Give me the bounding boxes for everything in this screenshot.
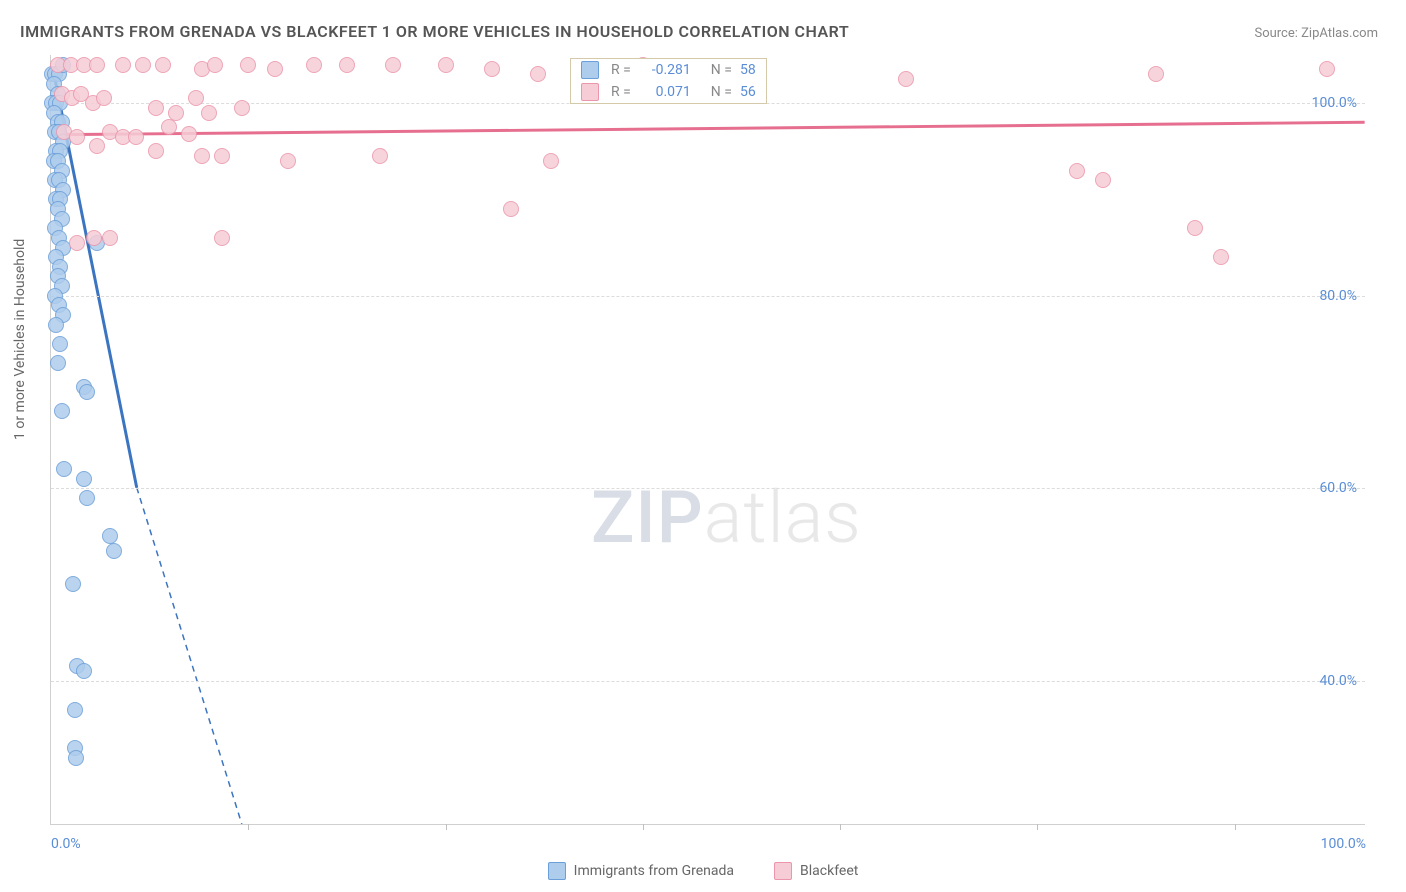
data-point [106, 543, 122, 559]
data-point [530, 66, 546, 82]
data-point [372, 148, 388, 164]
data-point [201, 105, 217, 121]
data-point [194, 148, 210, 164]
data-point [67, 702, 83, 718]
x-tick-mark [248, 824, 249, 830]
x-tick-mark [643, 824, 644, 830]
data-point [161, 119, 177, 135]
data-point [102, 230, 118, 246]
data-point [214, 148, 230, 164]
data-point [79, 384, 95, 400]
data-point [214, 230, 230, 246]
bottom-legend: Immigrants from Grenada Blackfeet [0, 862, 1406, 880]
x-tick-mark [1037, 824, 1038, 830]
data-point [438, 57, 454, 73]
legend-label: Immigrants from Grenada [574, 863, 734, 879]
chart-title: IMMIGRANTS FROM GRENADA VS BLACKFEET 1 O… [20, 22, 849, 41]
r-value: 0.071 [639, 84, 691, 100]
r-label: R = [611, 84, 631, 100]
y-tick-label: 40.0% [1319, 673, 1357, 689]
data-point [543, 153, 559, 169]
data-point [1148, 66, 1164, 82]
y-tick-label: 80.0% [1319, 288, 1357, 304]
gridline [51, 488, 1365, 489]
data-point [50, 355, 66, 371]
data-point [280, 153, 296, 169]
data-point [155, 57, 171, 73]
data-point [89, 57, 105, 73]
legend-label: Blackfeet [800, 863, 858, 879]
data-point [89, 138, 105, 154]
x-tick-mark [840, 824, 841, 830]
y-axis-label: 1 or more Vehicles in Household [12, 239, 28, 440]
data-point [240, 57, 256, 73]
data-point [234, 100, 250, 116]
x-tick-mark [446, 824, 447, 830]
legend-row-grenada: R = -0.281 N = 58 [571, 59, 766, 81]
trend-line [51, 122, 1364, 134]
gridline [51, 681, 1365, 682]
data-point [1213, 249, 1229, 265]
data-point [54, 403, 70, 419]
scatter-chart: ZIPatlas 40.0%60.0%80.0%100.0%0.0%100.0% [50, 55, 1365, 825]
legend-row-blackfeet: R = 0.071 N = 56 [571, 81, 766, 103]
data-point [148, 100, 164, 116]
data-point [148, 143, 164, 159]
data-point [898, 71, 914, 87]
swatch-icon [548, 862, 566, 880]
data-point [69, 129, 85, 145]
data-point [96, 90, 112, 106]
data-point [102, 528, 118, 544]
data-point [188, 90, 204, 106]
trend-line [137, 488, 242, 824]
data-point [181, 126, 197, 142]
n-value: 56 [740, 84, 756, 100]
data-point [385, 57, 401, 73]
source-label: Source: ZipAtlas.com [1254, 26, 1378, 41]
data-point [207, 57, 223, 73]
r-value: -0.281 [639, 62, 691, 78]
x-tick-label: 100.0% [1321, 836, 1366, 852]
data-point [52, 336, 68, 352]
y-tick-label: 100.0% [1312, 95, 1357, 111]
data-point [503, 201, 519, 217]
data-point [1187, 220, 1203, 236]
correlation-legend: R = -0.281 N = 58 R = 0.071 N = 56 [570, 58, 767, 104]
legend-item-grenada: Immigrants from Grenada [548, 862, 734, 880]
data-point [1069, 163, 1085, 179]
data-point [115, 57, 131, 73]
data-point [76, 663, 92, 679]
legend-item-blackfeet: Blackfeet [774, 862, 858, 880]
y-tick-label: 60.0% [1319, 480, 1357, 496]
data-point [267, 61, 283, 77]
data-point [56, 461, 72, 477]
swatch-icon [774, 862, 792, 880]
data-point [69, 235, 85, 251]
trend-lines-layer [51, 55, 1365, 824]
data-point [1319, 61, 1335, 77]
x-tick-mark [1235, 824, 1236, 830]
data-point [306, 57, 322, 73]
data-point [1095, 172, 1111, 188]
data-point [48, 317, 64, 333]
data-point [339, 57, 355, 73]
data-point [168, 105, 184, 121]
data-point [76, 471, 92, 487]
n-value: 58 [740, 62, 756, 78]
data-point [65, 576, 81, 592]
data-point [128, 129, 144, 145]
gridline [51, 296, 1365, 297]
data-point [484, 61, 500, 77]
r-label: R = [611, 62, 631, 78]
n-label: N = [711, 62, 732, 78]
n-label: N = [711, 84, 732, 100]
data-point [135, 57, 151, 73]
x-tick-label: 0.0% [51, 836, 81, 852]
data-point [68, 750, 84, 766]
data-point [79, 490, 95, 506]
swatch-icon [581, 61, 599, 79]
swatch-icon [581, 83, 599, 101]
data-point [86, 230, 102, 246]
